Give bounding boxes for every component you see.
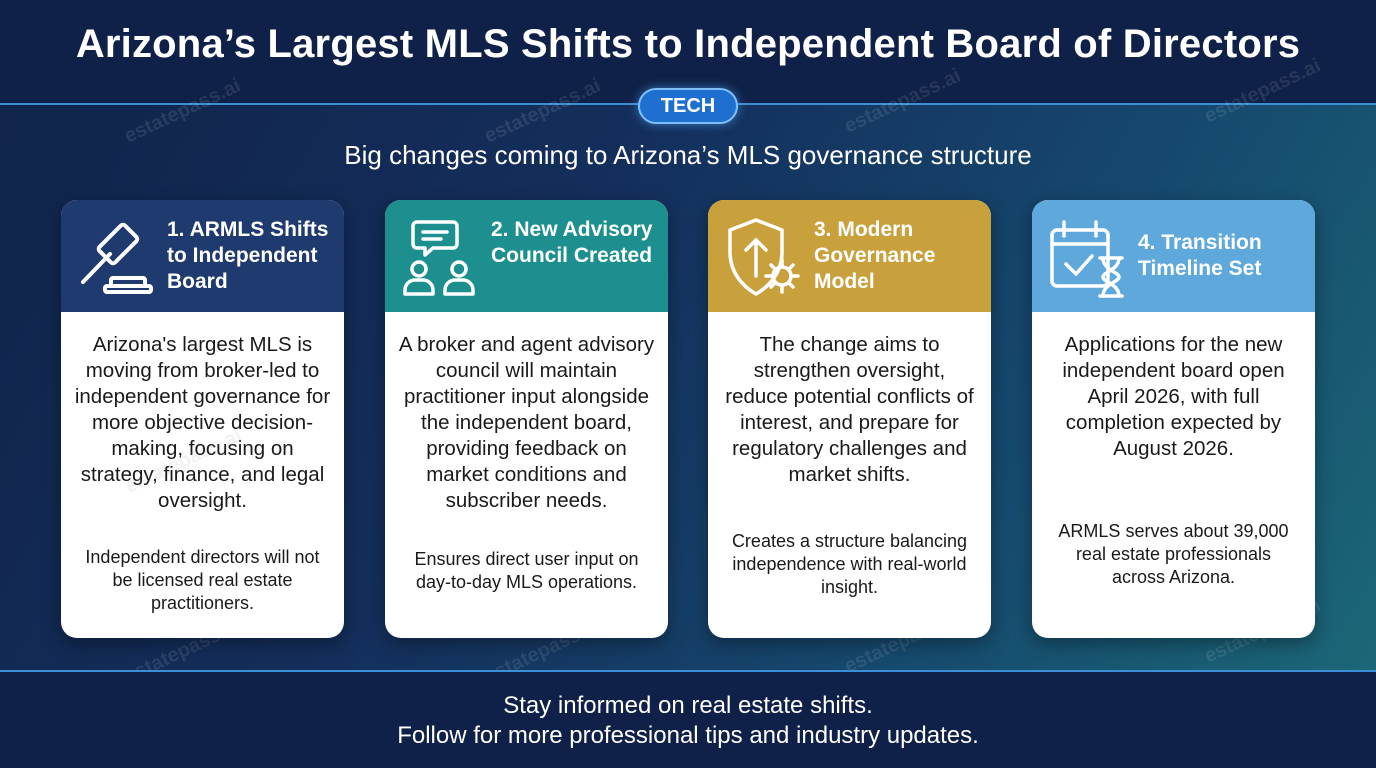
page-subtitle: Big changes coming to Arizona’s MLS gove… [344, 140, 1032, 170]
card-header: 2. New Advisory Council Created [385, 200, 668, 312]
card-title: 1. ARMLS Shifts to Independent Board [167, 218, 329, 293]
info-card-2: 2. New Advisory Council Created A broker… [385, 200, 668, 638]
card-note: Independent directors will not be licens… [85, 547, 320, 613]
card-body: A broker and agent advisory council will… [398, 333, 655, 512]
info-card-1: 1. ARMLS Shifts to Independent Board Ari… [61, 200, 344, 638]
card-note: Creates a structure balancing independen… [731, 531, 968, 597]
card-body: Applications for the new independent boa… [1062, 333, 1285, 460]
footer-bar [0, 670, 1376, 768]
gavel-icon [81, 222, 153, 294]
card-body: Arizona's largest MLS is moving from bro… [74, 333, 331, 512]
category-tag[interactable]: TECH [638, 88, 738, 124]
info-card-3: 3. Modern Governance Model The change ai… [708, 200, 991, 638]
card-note: Ensures direct user input on day-to-day … [414, 549, 639, 592]
card-header: 3. Modern Governance Model [708, 200, 991, 312]
info-card-4: 4. Transition Timeline Set Applications … [1032, 200, 1315, 638]
card-title: 4. Transition Timeline Set [1138, 231, 1262, 280]
footer-line-1: Stay informed on real estate shifts. [503, 692, 873, 719]
shield-gear-icon [728, 218, 800, 296]
page-title: Arizona’s Largest MLS Shifts to Independ… [75, 22, 1301, 66]
council-people-icon [403, 220, 475, 296]
card-title: 3. Modern Governance Model [814, 218, 936, 293]
card-header: 1. ARMLS Shifts to Independent Board [61, 200, 344, 312]
footer-line-2: Follow for more professional tips and in… [397, 722, 979, 749]
calendar-hourglass-icon [1050, 220, 1124, 298]
card-header: 4. Transition Timeline Set [1032, 200, 1315, 312]
card-body: The change aims to strengthen oversight,… [725, 333, 974, 486]
card-note: ARMLS serves about 39,000 real estate pr… [1058, 521, 1289, 587]
card-title: 2. New Advisory Council Created [491, 218, 653, 267]
